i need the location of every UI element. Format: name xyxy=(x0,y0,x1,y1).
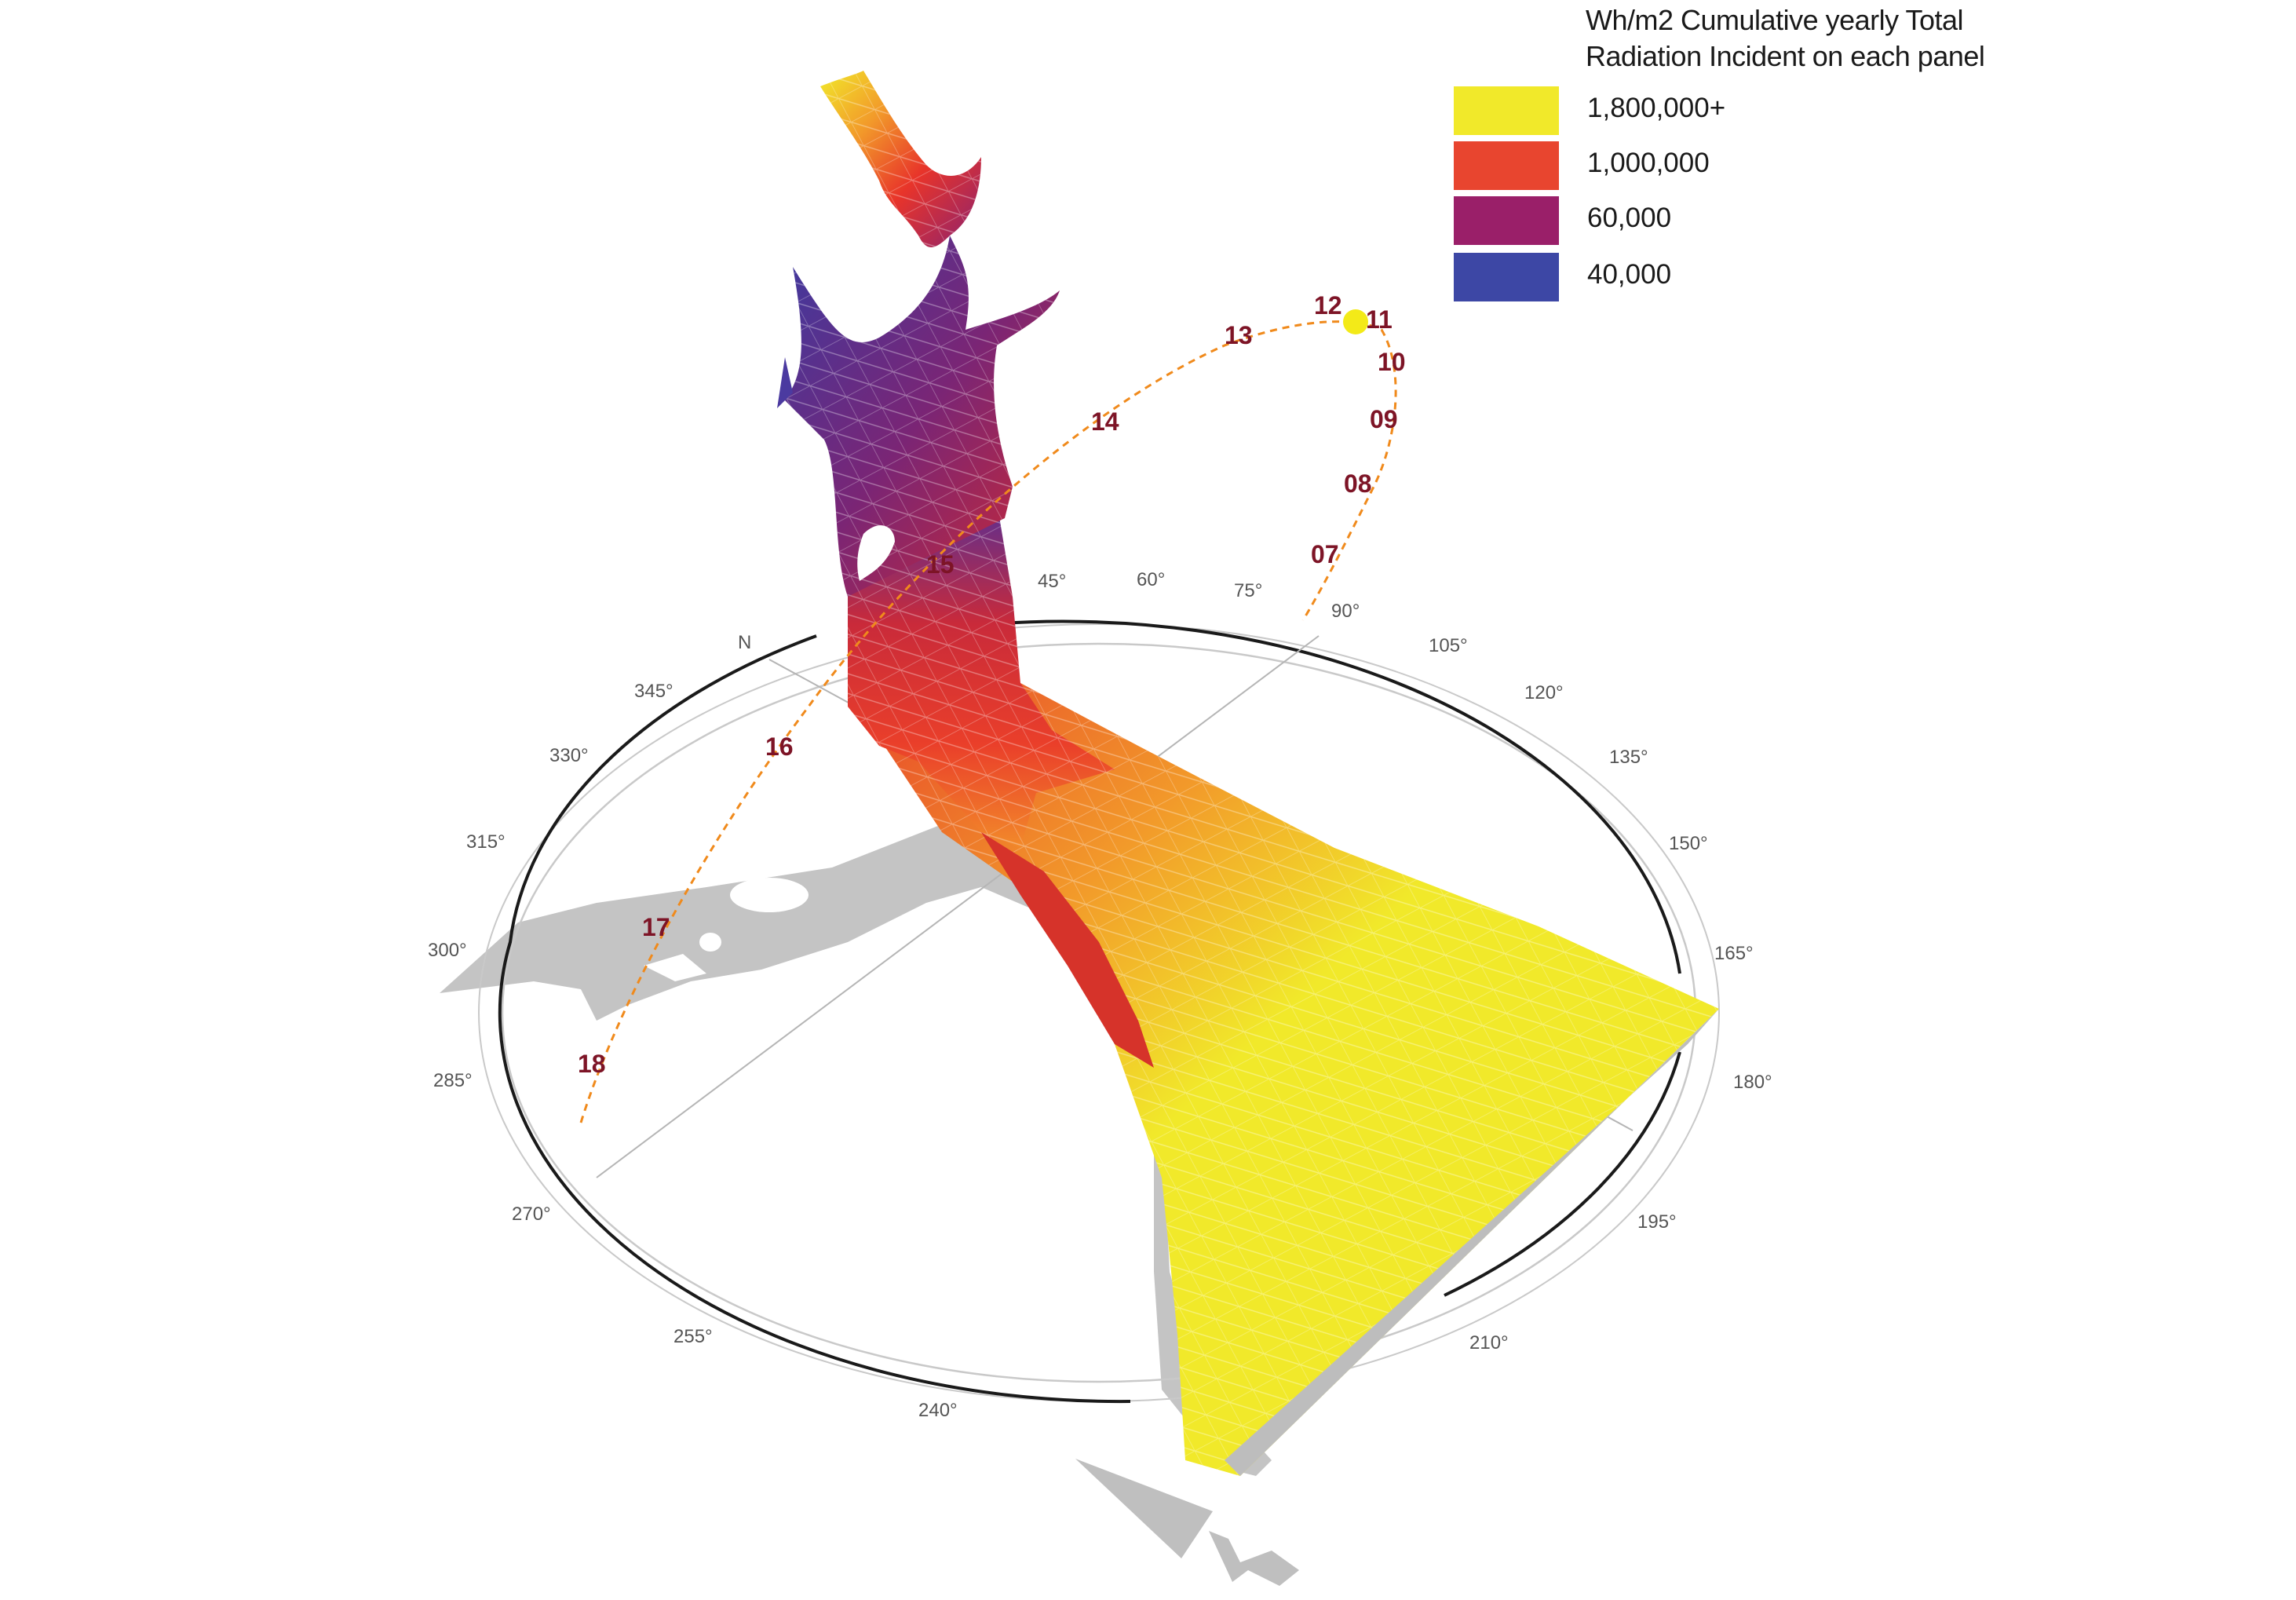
crown-structure xyxy=(777,236,1060,597)
hour-label: 14 xyxy=(1091,407,1119,436)
compass-degree-label: 60° xyxy=(1137,569,1165,590)
ground-shadow xyxy=(440,824,1272,1476)
hour-label: 08 xyxy=(1344,469,1372,498)
north-arrow-icon xyxy=(1075,1459,1299,1586)
legend-label: 60,000 xyxy=(1587,203,1672,233)
compass-degree-label: 165° xyxy=(1714,943,1754,964)
compass-degree-label: 135° xyxy=(1609,747,1648,768)
sun-path xyxy=(579,309,1397,1123)
top-ribbon xyxy=(820,71,981,247)
sun-hour-labels: 07 08 09 10 11 12 13 14 15 16 17 18 xyxy=(578,291,1406,1078)
hour-label: 16 xyxy=(765,732,794,761)
compass-degree-label: 105° xyxy=(1429,635,1468,656)
legend-title-line1: Wh/m2 Cumulative yearly Total xyxy=(1586,4,1964,36)
legend-label: 1,800,000+ xyxy=(1587,93,1726,123)
compass-degree-label: 180° xyxy=(1733,1072,1772,1093)
legend-title-line2: Radiation Incident on each panel xyxy=(1586,40,1985,72)
hour-label: 10 xyxy=(1378,348,1406,376)
compass-degree-label: 90° xyxy=(1331,601,1360,622)
trunk-structure xyxy=(848,502,1154,1068)
compass-degree-label: 75° xyxy=(1234,580,1262,601)
compass-degree-label: 300° xyxy=(428,940,467,961)
hour-label: 15 xyxy=(926,550,955,579)
roof-surface xyxy=(879,683,1719,1476)
compass-degree-label: 285° xyxy=(433,1070,473,1091)
compass-degree-label: 270° xyxy=(512,1204,551,1225)
hour-label: 13 xyxy=(1225,321,1253,349)
legend-swatch xyxy=(1454,141,1559,190)
compass-degree-label: 45° xyxy=(1038,571,1066,592)
compass-degree-label: 120° xyxy=(1524,682,1564,703)
hour-label: 11 xyxy=(1366,305,1393,334)
compass-degree-label: 330° xyxy=(549,745,589,766)
legend-label: 40,000 xyxy=(1587,259,1672,290)
hour-label: 18 xyxy=(578,1050,606,1078)
compass-degree-label: 210° xyxy=(1469,1332,1509,1353)
legend-swatch xyxy=(1454,86,1559,135)
legend-label: 1,000,000 xyxy=(1587,148,1710,178)
compass-degree-label: 150° xyxy=(1669,833,1708,854)
compass-degree-label: 240° xyxy=(918,1400,958,1421)
compass-degree-label: 255° xyxy=(673,1326,713,1347)
hour-label: 12 xyxy=(1314,291,1342,320)
compass-degree-label: 195° xyxy=(1637,1211,1677,1233)
legend-swatch xyxy=(1454,196,1559,245)
legend-swatch xyxy=(1454,253,1559,301)
compass-north-label: N xyxy=(738,632,751,653)
hour-label: 17 xyxy=(642,913,670,941)
hour-label: 09 xyxy=(1370,405,1398,433)
compass-degree-label: 345° xyxy=(634,681,673,702)
sun-icon xyxy=(1343,309,1368,334)
compass-labels: N 45° 60° 75° 90° 105° 120° 135° 150° 16… xyxy=(428,569,1772,1421)
hour-label: 07 xyxy=(1311,540,1339,568)
compass-degree-label: 315° xyxy=(466,831,506,853)
